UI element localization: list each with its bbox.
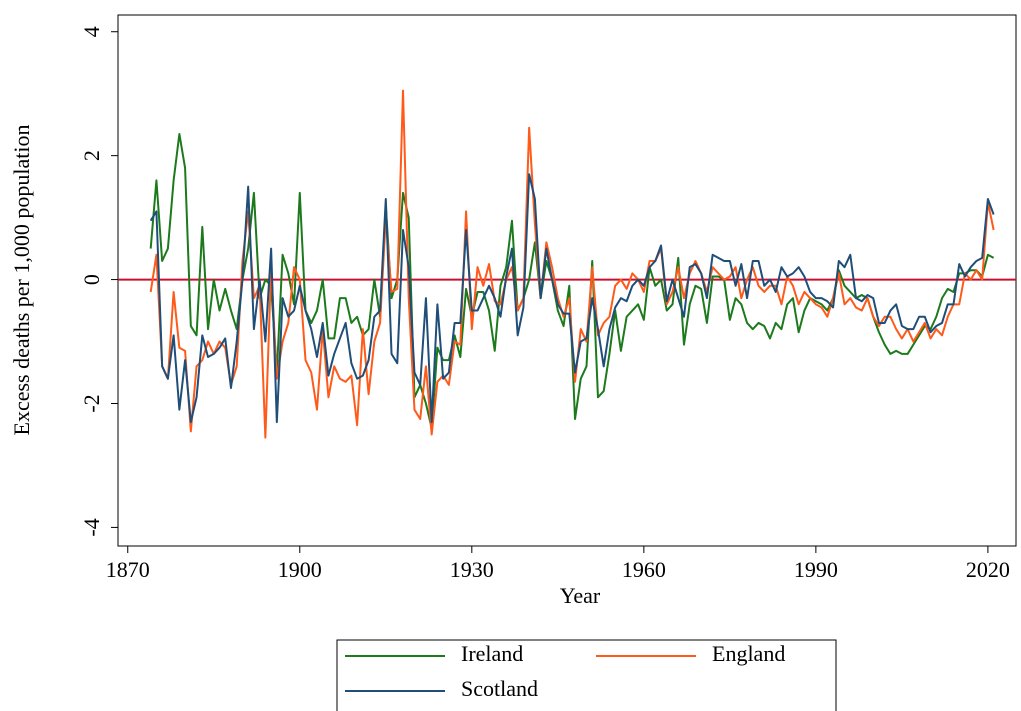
legend-box	[336, 639, 837, 711]
y-axis-title: Excess deaths per 1,000 population	[9, 125, 34, 436]
y-tick-label: 4	[79, 26, 104, 37]
x-tick-label: 1960	[622, 557, 666, 582]
x-tick-label: 1870	[106, 557, 150, 582]
series-line	[149, 173, 995, 424]
legend-label: Scotland	[461, 676, 538, 701]
y-tick-label: 2	[79, 150, 104, 161]
x-axis-title: Year	[560, 583, 601, 608]
x-tick-label: 2020	[966, 557, 1010, 582]
x-tick-label: 1900	[278, 557, 322, 582]
x-tick-label: 1930	[450, 557, 494, 582]
legend-label: Ireland	[461, 641, 523, 666]
y-tick-label: 0	[79, 274, 104, 285]
legend-label: England	[712, 641, 785, 666]
series-line	[149, 89, 995, 439]
x-tick-label: 1990	[794, 557, 838, 582]
y-tick-label: -2	[79, 394, 104, 412]
series-line	[149, 132, 995, 430]
y-tick-label: -4	[79, 518, 104, 536]
